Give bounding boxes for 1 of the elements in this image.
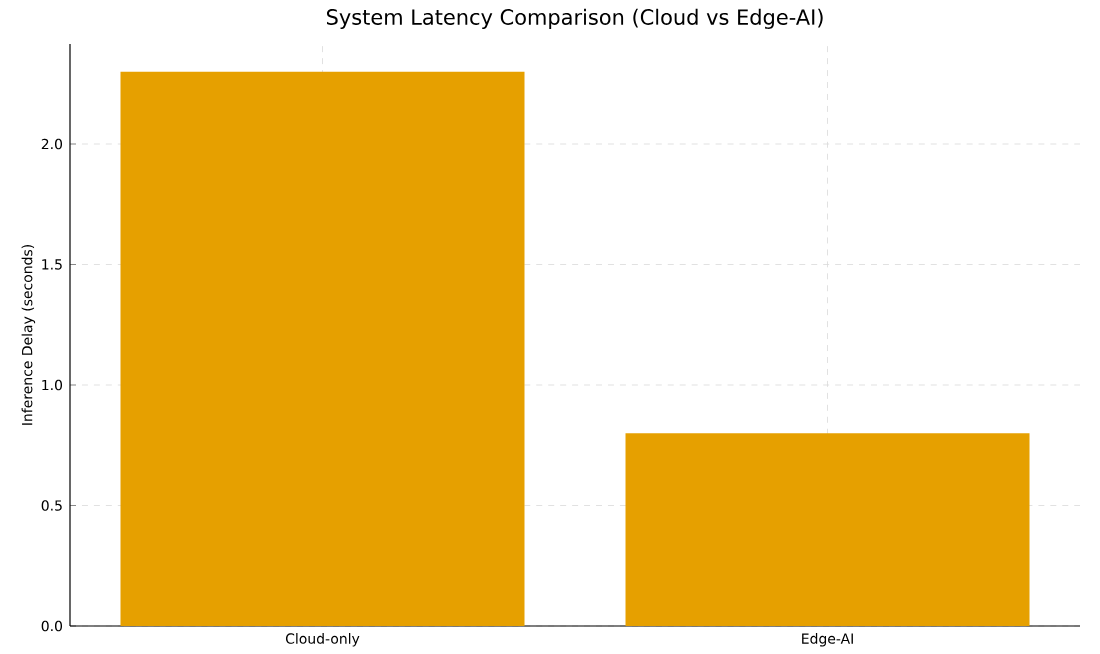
- chart-title: System Latency Comparison (Cloud vs Edge-AI): [326, 8, 823, 29]
